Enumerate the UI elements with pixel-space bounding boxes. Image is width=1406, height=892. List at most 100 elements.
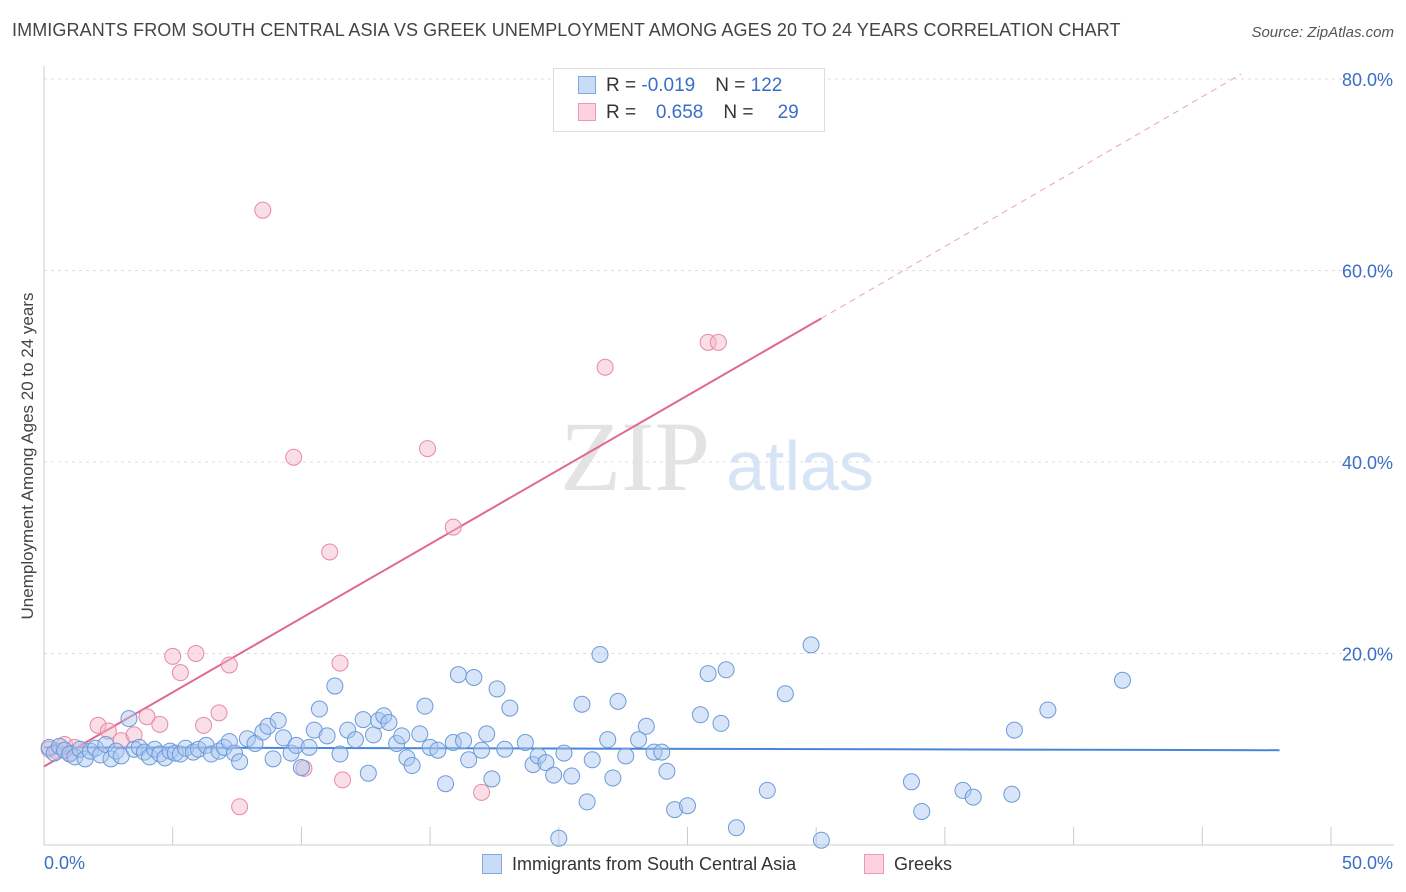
point-south-central-asia [71,740,89,758]
point-south-central-asia [1114,671,1132,689]
legend-swatch-pink [864,854,884,874]
point-south-central-asia [501,699,519,717]
point-south-central-asia [691,706,709,724]
point-south-central-asia [812,831,830,849]
point-south-central-asia [537,754,555,772]
point-south-central-asia [403,757,421,775]
point-south-central-asia [488,680,506,698]
point-south-central-asia [563,767,581,785]
point-south-central-asia [354,711,372,729]
point-greeks [699,333,717,351]
point-greeks [125,726,143,744]
r-label: R = [606,75,642,96]
point-south-central-asia [370,712,388,730]
point-greeks [99,722,117,740]
point-south-central-asia [287,736,305,754]
y-tick-label: 80.0% [1342,70,1393,90]
point-south-central-asia [717,661,735,679]
point-greeks [709,333,727,351]
point-greeks [596,358,614,376]
point-south-central-asia [411,725,429,743]
point-south-central-asia [578,793,596,811]
point-south-central-asia [954,781,972,799]
point-greeks [444,518,462,536]
point-greeks [164,647,182,665]
point-south-central-asia [802,636,820,654]
point-south-central-asia [555,744,573,762]
stats-swatch-pink [578,103,596,121]
point-south-central-asia [81,742,99,760]
y-tick-label: 40.0% [1342,453,1393,473]
point-south-central-asia [292,758,310,776]
point-greeks [151,715,169,733]
point-south-central-asia [545,766,563,784]
point-south-central-asia [1039,701,1057,719]
trend-line-greeks-extension [821,73,1242,319]
n-label: N = [723,102,759,123]
r-value: -0.019 [641,75,696,96]
y-axis-label: Unemployment Among Ages 20 to 24 years [18,292,37,620]
tick-labels: 20.0% 40.0% 60.0% 80.0% 0.0% 50.0% [44,70,1393,873]
point-south-central-asia [1003,785,1021,803]
point-south-central-asia [269,712,287,730]
point-south-central-asia [380,713,398,731]
data-points [40,201,1132,849]
point-south-central-asia [699,665,717,683]
x-tick-label: 50.0% [1342,853,1393,873]
point-greeks [321,543,339,561]
point-south-central-asia [318,727,336,745]
r-value: 0.658 [655,102,704,123]
watermark-atlas: atlas [726,427,874,505]
point-greeks [220,656,238,674]
point-south-central-asia [483,770,501,788]
point-greeks [285,448,303,466]
y-tick-label: 60.0% [1342,262,1393,282]
legend-label: Greeks [894,854,953,874]
point-greeks [473,783,491,801]
point-greeks [331,654,349,672]
x-tick-label: 0.0% [44,853,85,873]
point-south-central-asia [658,762,676,780]
point-south-central-asia [359,764,377,782]
r-label: R = [606,102,642,123]
chart-title: IMMIGRANTS FROM SOUTH CENTRAL ASIA VS GR… [12,20,1121,40]
point-south-central-asia [666,801,684,819]
point-south-central-asia [310,700,328,718]
point-south-central-asia [964,788,982,806]
point-greeks [419,440,437,458]
point-greeks [254,201,272,219]
point-south-central-asia [231,753,249,771]
point-south-central-asia [189,740,207,758]
legend: Immigrants from South Central Asia Greek… [0,852,1406,876]
point-south-central-asia [364,726,382,744]
point-south-central-asia [604,769,622,787]
point-south-central-asia [478,725,496,743]
n-value: 29 [777,102,799,123]
n-value: 122 [750,75,783,96]
point-south-central-asia [300,738,318,756]
point-south-central-asia [637,717,655,735]
point-greeks [334,771,352,789]
legend-swatch-blue [482,854,502,874]
point-south-central-asia [902,773,920,791]
point-south-central-asia [1005,721,1023,739]
point-south-central-asia [573,695,591,713]
point-south-central-asia [609,692,627,710]
gridlines [44,78,1394,654]
point-south-central-asia [264,750,282,768]
stats-row-pink: R = 0.658 N = 29 [578,101,799,125]
point-south-central-asia [331,745,349,763]
watermark: ZIP atlas [560,401,874,512]
point-south-central-asia [460,751,478,769]
point-south-central-asia [913,802,931,820]
point-south-central-asia [599,731,617,749]
point-south-central-asia [429,741,447,759]
watermark-zip: ZIP [560,401,710,512]
point-greeks [210,704,228,722]
point-south-central-asia [61,745,79,763]
point-south-central-asia [617,747,635,765]
point-south-central-asia [416,697,434,715]
point-south-central-asia [679,797,696,815]
stats-row-blue: R = -0.019 N = 122 [578,74,782,98]
